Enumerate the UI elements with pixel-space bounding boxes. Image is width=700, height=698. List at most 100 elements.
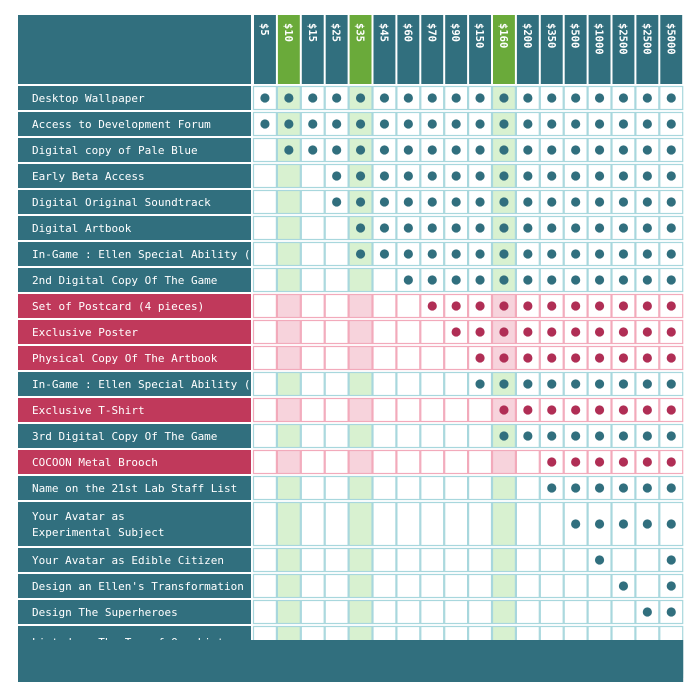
included-dot	[642, 223, 652, 233]
included-dot	[547, 119, 557, 129]
included-dot	[642, 457, 652, 467]
included-dot	[475, 379, 485, 389]
tier-cell	[276, 573, 301, 599]
included-dot	[499, 249, 509, 259]
included-dot	[260, 93, 270, 103]
included-dot	[594, 249, 605, 259]
included-dot	[642, 607, 652, 617]
tier-cell	[252, 137, 277, 163]
included-dot	[499, 223, 509, 233]
included-dot	[451, 275, 461, 285]
header-corner-block	[18, 15, 251, 84]
included-dot	[499, 171, 509, 181]
included-dot	[666, 581, 676, 591]
included-dot	[571, 483, 581, 493]
included-dot	[594, 327, 605, 337]
included-dot	[403, 249, 413, 259]
included-dot	[427, 197, 437, 207]
included-dot	[571, 249, 581, 259]
tier-cell	[300, 319, 325, 345]
tier-cell	[324, 267, 349, 293]
included-dot	[571, 197, 581, 207]
included-dot	[523, 249, 533, 259]
tier-header-4	[349, 15, 372, 84]
tier-cell	[468, 475, 493, 501]
included-dot	[523, 223, 533, 233]
tier-cell	[252, 573, 277, 599]
included-dot	[475, 275, 485, 285]
tier-cell	[324, 449, 349, 475]
included-dot	[642, 379, 652, 389]
included-dot	[642, 249, 652, 259]
included-dot	[618, 327, 629, 337]
included-dot	[666, 519, 676, 529]
tier-cell	[348, 501, 373, 547]
included-dot	[618, 581, 629, 591]
reward-label: 2nd Digital Copy Of The Game	[32, 274, 217, 287]
tier-cell	[515, 475, 540, 501]
included-dot	[571, 223, 581, 233]
included-dot	[332, 197, 342, 207]
included-dot	[523, 353, 533, 363]
tier-cell	[252, 371, 277, 397]
included-dot	[666, 353, 676, 363]
included-dot	[523, 197, 533, 207]
tier-cell	[468, 599, 493, 625]
included-dot	[355, 223, 366, 233]
reward-label: Digital Artbook	[32, 222, 132, 235]
included-dot	[618, 119, 629, 129]
reward-label-bg	[18, 450, 251, 474]
tier-cell	[252, 397, 277, 423]
included-dot	[403, 145, 413, 155]
tier-cell	[515, 501, 540, 547]
tier-cell	[324, 573, 349, 599]
included-dot	[618, 93, 629, 103]
tier-cell	[300, 293, 325, 319]
tier-cell	[396, 345, 421, 371]
included-dot	[523, 431, 533, 441]
reward-label: Physical Copy Of The Artbook	[32, 352, 218, 365]
tier-cell	[348, 547, 373, 573]
tier-cell	[276, 599, 301, 625]
tier-cell	[300, 241, 325, 267]
tier-cell	[324, 371, 349, 397]
included-dot	[571, 275, 581, 285]
included-dot	[427, 223, 437, 233]
tier-cell	[348, 345, 373, 371]
included-dot	[499, 327, 509, 337]
included-dot	[666, 197, 676, 207]
included-dot	[547, 405, 557, 415]
included-dot	[642, 197, 652, 207]
included-dot	[523, 405, 533, 415]
tier-label: $200	[521, 23, 533, 48]
included-dot	[642, 275, 652, 285]
included-dot	[523, 171, 533, 181]
included-dot	[308, 145, 318, 155]
included-dot	[523, 379, 533, 389]
included-dot	[332, 93, 342, 103]
tier-cell	[276, 449, 301, 475]
tier-cell	[539, 599, 564, 625]
tier-header-17	[660, 15, 683, 84]
reward-label: Name on the 21st Lab Staff List	[32, 482, 237, 495]
included-dot	[523, 327, 533, 337]
included-dot	[499, 145, 509, 155]
included-dot	[547, 223, 557, 233]
included-dot	[499, 275, 509, 285]
tier-cell	[300, 423, 325, 449]
tier-cell	[611, 599, 636, 625]
included-dot	[618, 145, 629, 155]
tier-cell	[539, 547, 564, 573]
included-dot	[571, 519, 581, 529]
tier-cell	[491, 475, 516, 501]
included-dot	[618, 457, 629, 467]
reward-label-bg	[18, 190, 251, 214]
tier-cell	[372, 319, 397, 345]
included-dot	[666, 405, 676, 415]
reward-label: COCOON Metal Brooch	[32, 456, 158, 469]
included-dot	[284, 93, 294, 103]
included-dot	[666, 171, 676, 181]
tier-header-9	[469, 15, 491, 84]
reward-label: Early Beta Access	[32, 170, 145, 183]
included-dot	[666, 275, 676, 285]
